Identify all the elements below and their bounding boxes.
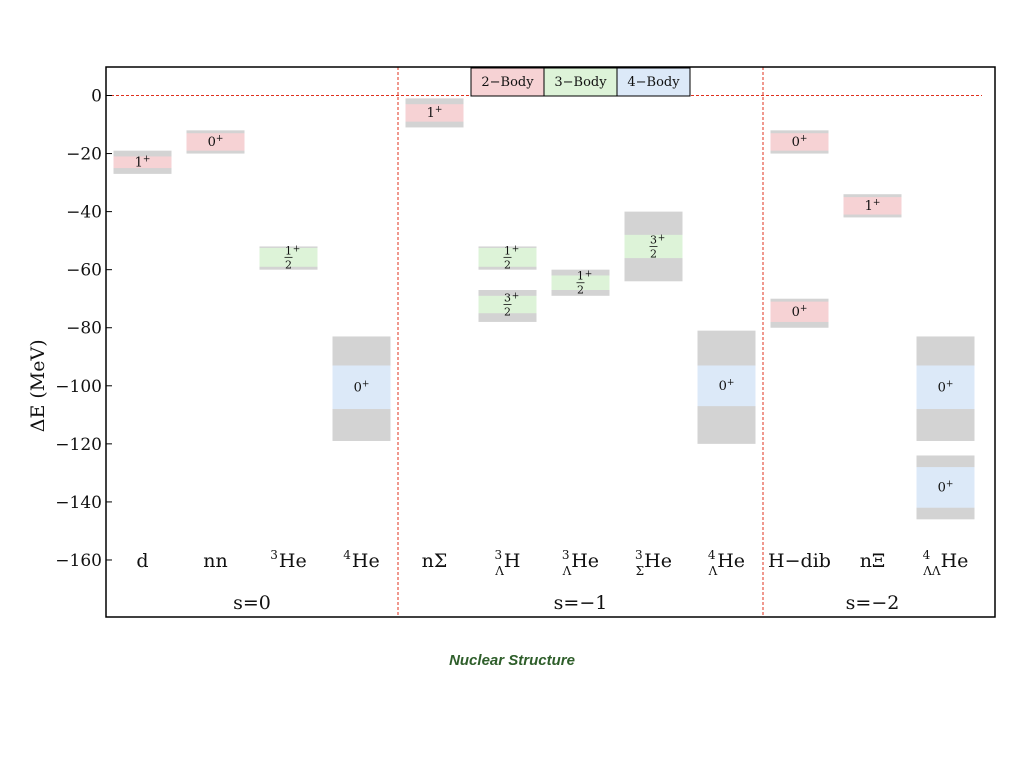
jp-denominator: 2 (577, 284, 584, 297)
legend-label: 4−Body (627, 75, 680, 90)
category-label: 4He (343, 548, 379, 572)
level-central-band (332, 365, 391, 410)
y-axis-label: ΔE (MeV) (27, 339, 49, 432)
jp-parity: + (658, 233, 666, 243)
level-jp-fraction: 1 +2 (576, 270, 593, 297)
legend-entry: 3−Body (543, 67, 618, 97)
level-jp-fraction: 1 +2 (503, 244, 520, 271)
jp-numerator: 1 (285, 244, 292, 257)
level-jp-label: 0+ (792, 134, 808, 150)
category-label: 3 ΛH (494, 548, 520, 578)
group-label: s=−2 (846, 592, 900, 614)
legend-entry: 4−Body (616, 67, 691, 97)
jp-denominator: 2 (650, 247, 657, 260)
y-tick-label: 0 (91, 87, 102, 107)
category-label: 4 ΛHe (708, 548, 746, 578)
legend-label: 2−Body (481, 75, 534, 90)
level-jp-fraction: 1 +2 (284, 244, 301, 271)
jp-parity: + (512, 292, 520, 302)
y-tick-label: −60 (66, 261, 102, 281)
level-jp-label: 0+ (792, 304, 808, 320)
level-jp-label: 0+ (938, 479, 954, 495)
jp-numerator: 3 (504, 292, 511, 305)
jp-numerator: 1 (504, 244, 511, 257)
category-label: 3He (270, 548, 306, 572)
level-central-band (916, 365, 975, 410)
level-jp-fraction: 3 +2 (503, 292, 520, 319)
level-jp-label: 1+ (865, 198, 881, 214)
group-label: s=−1 (554, 592, 608, 614)
y-tick-label: −100 (55, 377, 102, 397)
category-label: 3 ΣHe (635, 548, 672, 578)
level-central-band (697, 365, 756, 407)
plot-frame (105, 66, 996, 618)
legend-swatch (616, 67, 691, 97)
level-jp-label: 0+ (938, 379, 954, 395)
level-central-band (843, 197, 902, 215)
group-label: s=0 (233, 592, 271, 614)
level-central-band (916, 467, 975, 508)
level-central-band (186, 133, 245, 151)
category-label: 4 ΛΛHe (922, 548, 968, 578)
category-label: 3 ΛHe (562, 548, 600, 578)
level-central-band (113, 156, 172, 169)
y-tick-label: −80 (66, 319, 102, 339)
chart-caption: Nuclear Structure (449, 652, 575, 669)
category-label: nΞ (860, 550, 886, 572)
y-tick-label: −160 (55, 551, 102, 571)
y-tick-label: −40 (66, 203, 102, 223)
jp-denominator: 2 (285, 258, 292, 271)
level-central-band (770, 133, 829, 151)
legend-swatch (470, 67, 545, 97)
legend-entry: 2−Body (470, 67, 545, 97)
y-tick-label: −20 (66, 145, 102, 165)
y-tick-label: −140 (55, 493, 102, 513)
jp-denominator: 2 (504, 258, 511, 271)
level-jp-fraction: 3 +2 (649, 233, 666, 260)
jp-parity: + (512, 244, 520, 254)
level-jp-label: 0+ (719, 378, 735, 394)
jp-numerator: 3 (650, 233, 657, 246)
level-jp-label: 0+ (354, 379, 370, 395)
level-diagram: 1+0+1 +20+1+1 +23 +21 +23 +20+0+0+1+0+0+0−20−… (27, 66, 996, 618)
category-label: nΣ (422, 550, 448, 572)
level-central-band (405, 104, 464, 122)
jp-denominator: 2 (504, 306, 511, 319)
category-label: d (136, 550, 148, 572)
level-jp-label: 0+ (208, 134, 224, 150)
legend-label: 3−Body (554, 75, 607, 90)
jp-parity: + (293, 244, 301, 254)
level-jp-label: 1+ (427, 105, 443, 121)
level-jp-label: 1+ (135, 154, 151, 170)
jp-numerator: 1 (577, 270, 584, 283)
category-label: nn (203, 550, 227, 572)
category-label: H−dib (768, 550, 831, 572)
y-tick-label: −120 (55, 435, 102, 455)
level-central-band (770, 301, 829, 322)
jp-parity: + (585, 270, 593, 280)
